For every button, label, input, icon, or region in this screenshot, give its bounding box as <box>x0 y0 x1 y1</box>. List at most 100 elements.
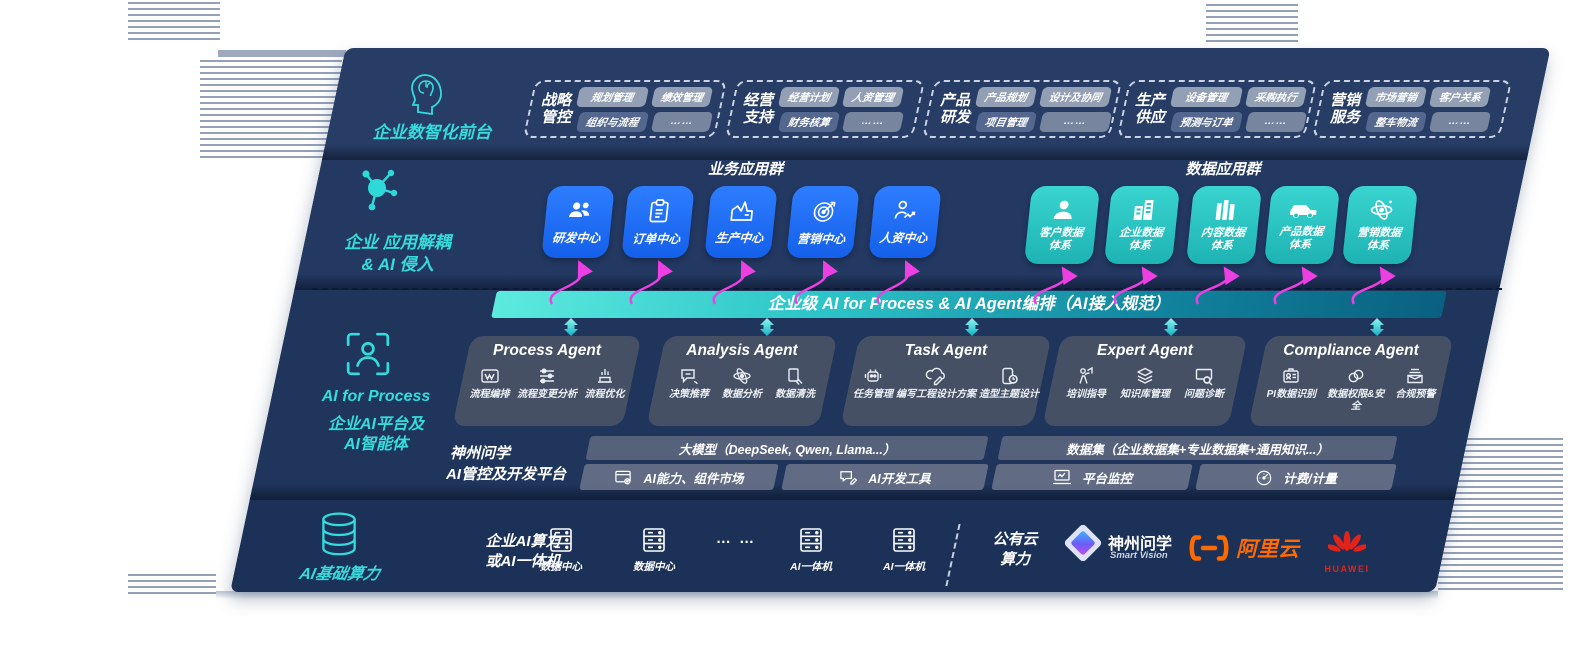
gauge-icon <box>1256 470 1272 485</box>
flow-change-icon <box>540 368 554 384</box>
platform-vendor-line1: 神州问学 <box>450 445 511 462</box>
agent-capability: 数据权限&安全 <box>1325 365 1387 412</box>
module-pill: …… <box>1428 111 1492 132</box>
agent-capability: 数据分析 <box>722 365 762 401</box>
panel-shadow <box>216 591 1438 599</box>
front-office-group-marketing: 营销 服务 市场营销 客户关系 整车物流 …… <box>1311 80 1513 138</box>
module-pill: 整车物流 <box>1364 111 1428 132</box>
front-office-group-strategy: 战略 管控 规划管理 绩效管理 组织与流程 …… <box>522 80 728 138</box>
building-icon <box>1133 200 1154 220</box>
business-group-title: 业务应用群 <box>707 161 783 178</box>
ai-market-icon <box>615 470 632 484</box>
module-pill: …… <box>1038 111 1112 132</box>
platform-model-bar: 大模型（DeepSeek, Qwen, Llama...） <box>585 436 989 460</box>
infra-node-datacenter-1: 数据中心 <box>531 526 591 574</box>
module-pill: 人资管理 <box>841 86 905 107</box>
module-pill: 客户关系 <box>1428 86 1492 107</box>
car-icon <box>1290 205 1317 218</box>
huawei-logo <box>1328 531 1366 552</box>
infra-compute-line1: 企业AI算力 <box>485 533 561 550</box>
module-pill: …… <box>650 111 713 132</box>
target-icon <box>813 201 835 222</box>
band-separator <box>321 144 1531 160</box>
agent-capability: 造型主题设计 <box>979 365 1039 401</box>
aliyun-name: 阿里云 <box>1236 538 1299 561</box>
agent-capability: 决策推荐 <box>669 365 709 401</box>
engineering-doc-icon <box>925 367 945 386</box>
agent-capability: 数据清洗 <box>775 365 815 401</box>
group-pills: 经营计划 人资管理 财务核算 …… <box>777 86 905 132</box>
module-pill: …… <box>841 111 905 132</box>
smartvision-name-en: Smart Vision <box>1110 550 1168 561</box>
stripe-decoration <box>128 2 220 42</box>
group-label: 产品 研发 <box>940 92 971 126</box>
group-label: 生产 供应 <box>1135 92 1166 126</box>
brain-icon <box>411 74 442 116</box>
data-system-product: 产品数据 体系 <box>1263 186 1341 264</box>
module-pill: 预测与订单 <box>1169 111 1243 132</box>
business-center-production: 生产中心 <box>704 186 778 258</box>
agent-capability: 编写工程设计方案 <box>896 365 976 401</box>
agent-card-process: Process Agent 流程编排 流程变更分析 流程优化 <box>452 336 642 426</box>
ai-orchestration-banner: 企业级 AI for Process & AI Agent编排（AI接入规范） <box>491 291 1447 318</box>
group-label: 营销 服务 <box>1330 92 1361 126</box>
data-system-content: 内容数据 体系 <box>1185 186 1263 264</box>
module-pill: 绩效管理 <box>650 86 713 107</box>
stripe-decoration <box>200 60 342 160</box>
platform-billing-bar: 计费/计量 <box>1195 464 1397 490</box>
group-label: 经营 支持 <box>743 92 774 126</box>
platform-vendor-line2: AI管控及开发平台 <box>446 466 567 483</box>
knowledge-base-icon <box>1137 367 1153 384</box>
group-pills: 产品规划 设计及协同 项目管理 …… <box>974 86 1112 132</box>
agent-capability: 流程优化 <box>585 365 625 401</box>
compliance-alert-icon <box>1407 368 1424 384</box>
module-pill: 财务核算 <box>777 111 841 132</box>
platform-devtools-bar: AI开发工具 <box>781 464 989 490</box>
factory-icon <box>730 201 754 221</box>
module-pill: 设备管理 <box>1169 86 1243 107</box>
module-pill: 经营计划 <box>777 86 841 107</box>
banner-text: 企业级 AI for Process & AI Agent编排（AI接入规范） <box>767 295 1171 313</box>
agent-capability: 培训指导 <box>1066 365 1106 401</box>
infra-node-aio-2: AI一体机 <box>874 526 934 574</box>
public-cloud-line2: 算力 <box>999 551 1030 568</box>
module-pill: 采购执行 <box>1244 86 1307 107</box>
stripe-decoration <box>1206 4 1298 44</box>
agent-card-task: Task Agent 任务管理 编写工程设计方案 造型主题设计 <box>840 336 1052 426</box>
data-group-title: 数据应用群 <box>1185 161 1261 178</box>
infra-title: AI基础算力 <box>297 566 382 583</box>
agent-card-expert: Expert Agent 培训指导 知识库管理 问题诊断 <box>1042 336 1248 426</box>
group-pills: 市场营销 客户关系 整车物流 …… <box>1364 86 1492 132</box>
hr-trend-icon <box>894 200 916 219</box>
molecule-icon <box>362 169 398 211</box>
decision-icon <box>681 369 698 385</box>
group-pills: 设备管理 采购执行 预测与订单 …… <box>1169 86 1307 132</box>
business-center-order: 订单中心 <box>621 186 695 258</box>
front-office-title: 企业数智化前台 <box>372 123 492 142</box>
team-icon <box>568 202 589 217</box>
module-pill: …… <box>1244 111 1307 132</box>
agent-capability: 合规预警 <box>1395 365 1435 401</box>
module-pill: 产品规划 <box>974 86 1038 107</box>
database-icon <box>322 512 356 556</box>
agent-frame-icon <box>346 332 390 376</box>
customer-icon <box>1053 200 1072 219</box>
data-analysis-icon <box>733 368 751 384</box>
agent-capability: 任务管理 <box>853 365 893 401</box>
agent-capability: 流程变更分析 <box>517 365 577 401</box>
ai-tools-icon <box>840 470 858 485</box>
agent-capability: PI数据识别 <box>1267 365 1316 401</box>
stripe-bar-decoration <box>218 50 346 57</box>
diagnosis-icon <box>1195 368 1213 386</box>
server-icon <box>893 528 915 552</box>
data-clean-icon <box>788 368 803 385</box>
front-office-group-production: 生产 供应 设备管理 采购执行 预测与订单 …… <box>1116 80 1318 138</box>
platform-dataset-bar: 数据集（企业数据集+专业数据集+通用知识...） <box>997 436 1398 460</box>
server-icon <box>643 528 665 552</box>
pi-identify-icon <box>1283 368 1300 383</box>
module-pill: 组织与流程 <box>575 111 649 132</box>
content-bars-icon <box>1215 200 1235 220</box>
task-manage-icon <box>864 369 882 382</box>
server-icon <box>550 528 572 552</box>
flow-optimize-icon <box>597 369 612 383</box>
